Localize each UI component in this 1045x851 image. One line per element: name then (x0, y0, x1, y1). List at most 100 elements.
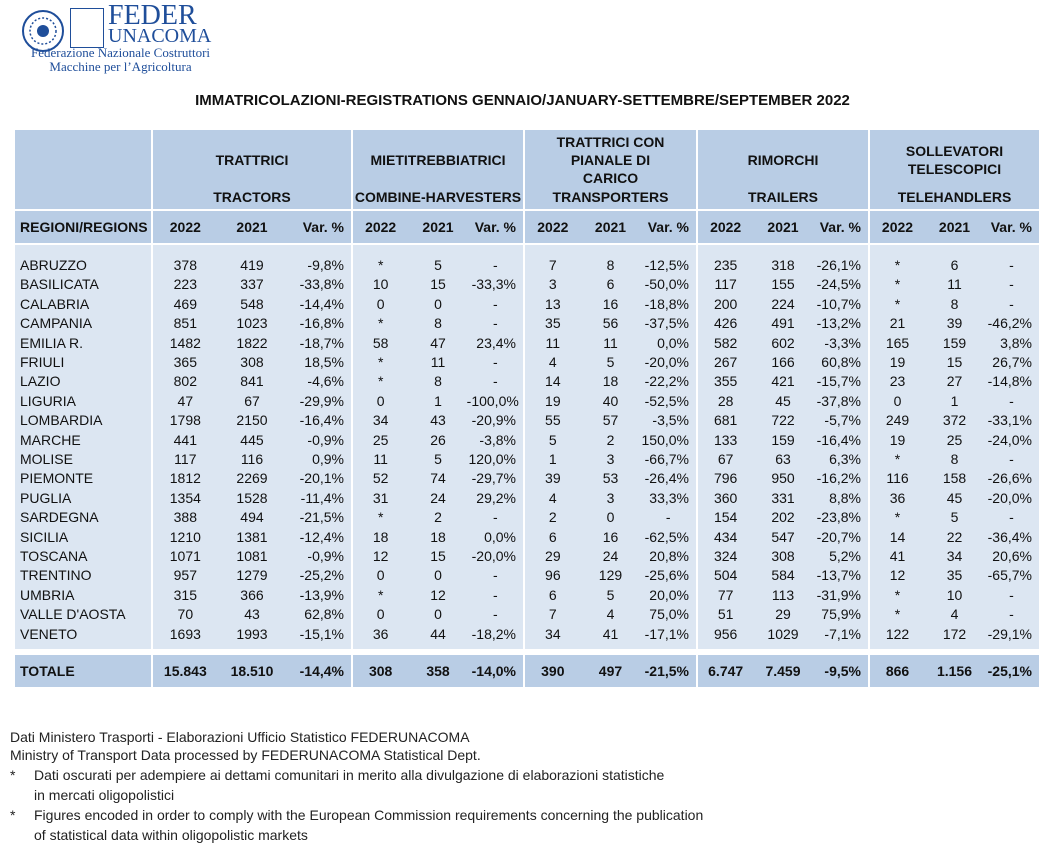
subheader: 2021 (422, 219, 454, 235)
cell-value: * (377, 315, 384, 332)
region-name: LOMBARDIA (20, 412, 103, 429)
subheader: Var. % (474, 219, 516, 235)
cell-value: -33,8% (299, 276, 344, 293)
cell-value: 19 (889, 431, 906, 448)
cell-value: 1210 (169, 528, 201, 545)
cell-value: 957 (173, 567, 197, 584)
cell-value: 165 (885, 334, 910, 351)
logo-badge (70, 8, 104, 48)
cell-value: 23,4% (476, 334, 516, 351)
region-name: EMILIA R. (20, 334, 84, 351)
cell-value: - (665, 509, 671, 526)
total-value: 308 (368, 663, 393, 679)
cell-value: 159 (771, 431, 795, 448)
cell-value: -29,7% (471, 470, 516, 487)
cell-value: 1812 (169, 470, 201, 487)
cell-value: * (894, 451, 901, 467)
logo-name: FEDER (108, 0, 197, 31)
subheader-cell (870, 211, 1039, 243)
cell-value: 2269 (236, 470, 268, 487)
cell-value: 60,8% (821, 354, 861, 370)
cell-value: 18 (372, 528, 389, 545)
cell-value: 117 (174, 451, 197, 467)
cell-value: * (894, 509, 901, 526)
cell-value: 0 (606, 509, 615, 526)
cell-value: * (894, 295, 901, 312)
subheader: Var. % (302, 219, 344, 235)
cell-value: -26,1% (816, 257, 861, 273)
cell-value: 2 (434, 509, 442, 526)
cell-value: 5 (950, 509, 959, 526)
cell-value: 34 (545, 625, 561, 642)
region-name: TOSCANA (20, 548, 88, 564)
cell-value: 0 (376, 606, 385, 623)
cell-value: 11 (603, 334, 618, 351)
body-cell (525, 245, 696, 649)
cell-value: 469 (173, 295, 197, 312)
header-cell (870, 130, 1039, 209)
cell-value: 0 (893, 392, 902, 409)
cell-value: -36,4% (987, 528, 1032, 545)
subheader: 2021 (594, 219, 627, 235)
total-value: 1.156 (936, 663, 973, 679)
cell-value: 331 (771, 489, 795, 506)
cell-value: -52,5% (644, 392, 689, 409)
cell-value: 355 (713, 373, 738, 390)
group-title-it: MIETITREBBIATRICI (370, 152, 506, 168)
cell-value: -13,7% (816, 567, 861, 584)
cell-value: - (1009, 509, 1014, 526)
cell-value: 318 (771, 257, 795, 273)
region-name: PUGLIA (20, 489, 72, 506)
group-title-it: TRATTRICI CON PIANALE DI CARICO (556, 134, 665, 186)
total-cell (870, 655, 1039, 687)
cell-value: -12,5% (644, 257, 689, 273)
cell-value: * (377, 354, 384, 370)
subheader: Var. % (819, 219, 861, 235)
cell-value: -18,2% (471, 625, 516, 642)
cell-value: 1023 (236, 315, 268, 332)
cell-value: 39 (946, 315, 963, 332)
total-value: 6.747 (708, 663, 744, 679)
cell-value: * (377, 586, 384, 603)
cell-value: 5 (434, 257, 442, 273)
header-cell (698, 130, 868, 209)
cell-value: 47 (177, 392, 194, 409)
cell-value: 0 (376, 567, 385, 584)
logo-line: Federazione Nazionale Costruttori (30, 45, 211, 60)
title: IMMATRICOLAZIONI-REGISTRATIONS GENNAIO/J… (195, 92, 850, 109)
region-header: REGIONI/REGIONS (20, 219, 148, 235)
cell-value: 62,8% (304, 606, 344, 623)
cell-value: 337 (240, 276, 264, 293)
cell-value: 426 (713, 315, 738, 332)
cell-value: 116 (886, 470, 909, 487)
group-title-it: RIMORCHI (747, 152, 819, 168)
cell-value: 26,7% (992, 354, 1032, 370)
header-cell (15, 130, 151, 209)
cell-value: - (1009, 295, 1014, 312)
cell-value: 55 (545, 412, 561, 429)
group-title-en: TRANSPORTERS (552, 189, 669, 205)
cell-value: 308 (240, 354, 264, 370)
cell-value: 75,0% (649, 606, 689, 623)
cell-value: 267 (713, 354, 738, 370)
cell-value: 122 (885, 625, 910, 642)
cell-value: 150,0% (641, 431, 689, 448)
subheader-cell (698, 211, 868, 243)
region-name: PIEMONTE (20, 470, 94, 487)
body-cell (15, 245, 151, 649)
cell-value: 4 (548, 354, 557, 370)
cell-value: 117 (714, 276, 737, 293)
cell-value: 39 (545, 470, 561, 487)
footnote-line: in mercati oligopolistici (34, 787, 175, 803)
total-cell (525, 655, 696, 687)
cell-value: 45 (946, 489, 963, 506)
cell-value: 58 (372, 334, 389, 351)
cell-value: 27 (946, 373, 963, 390)
cell-value: -25,2% (299, 567, 344, 584)
cell-value: -3,5% (652, 412, 689, 429)
cell-value: -14,8% (987, 373, 1032, 390)
cell-value: 166 (771, 354, 795, 370)
cell-value: 19 (545, 392, 561, 409)
cell-value: - (492, 373, 498, 390)
